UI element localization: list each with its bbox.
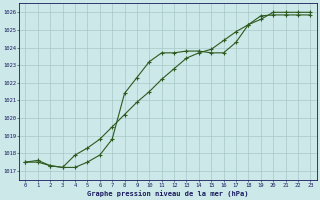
X-axis label: Graphe pression niveau de la mer (hPa): Graphe pression niveau de la mer (hPa) — [87, 190, 249, 197]
